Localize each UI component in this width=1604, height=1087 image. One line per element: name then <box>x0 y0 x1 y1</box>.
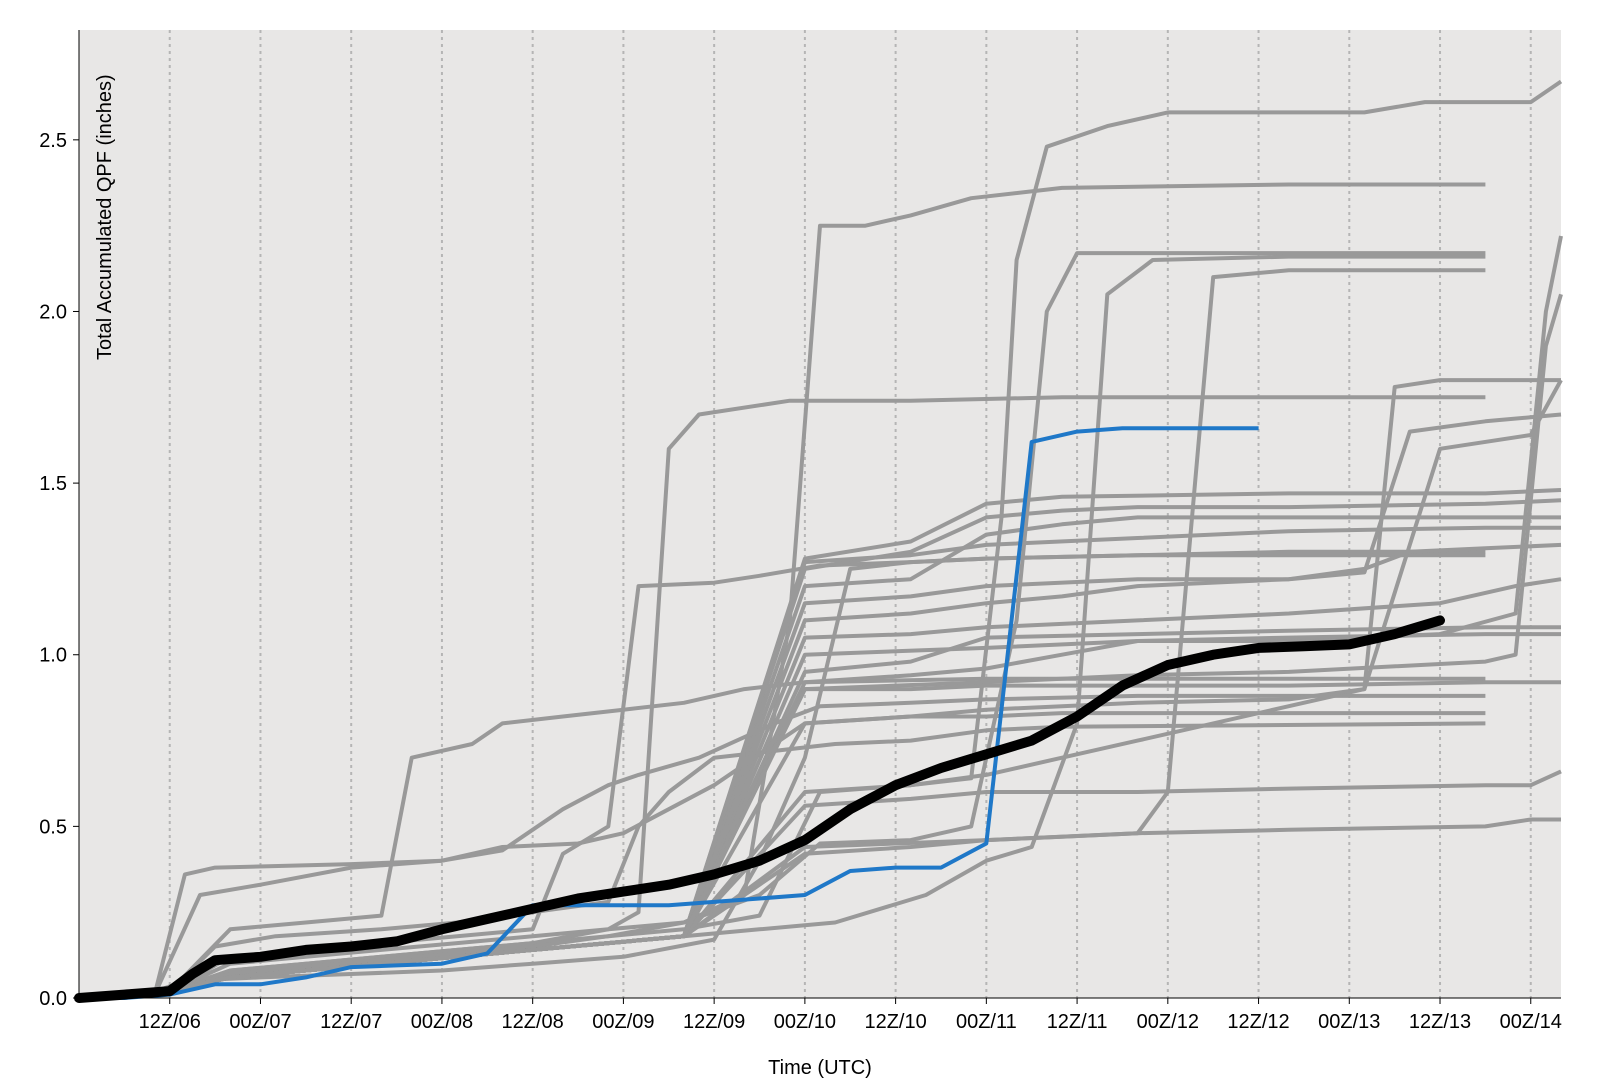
x-tick-label: 12Z/08 <box>502 1011 564 1033</box>
y-tick-label: 2.5 <box>39 130 67 152</box>
x-tick-label: 12Z/09 <box>683 1011 745 1033</box>
y-tick-label: 0.0 <box>39 988 67 1010</box>
x-tick-label: 12Z/06 <box>139 1011 201 1033</box>
x-tick-label: 12Z/12 <box>1227 1011 1289 1033</box>
y-axis-label: Total Accumulated QPF (inches) <box>94 74 116 360</box>
x-tick-label: 00Z/08 <box>411 1011 473 1033</box>
x-tick-label: 00Z/11 <box>956 1011 1017 1033</box>
x-tick-label: 12Z/13 <box>1409 1011 1471 1033</box>
x-axis-label: Time (UTC) <box>768 1057 872 1079</box>
ensemble-member-line <box>78 721 1486 1000</box>
x-tick-label: 00Z/13 <box>1318 1011 1380 1033</box>
ensemble-member-line <box>78 680 1561 1000</box>
member-series <box>78 79 1563 1000</box>
x-tick-label: 12Z/07 <box>320 1011 382 1033</box>
y-tick-label: 1.5 <box>39 473 67 495</box>
y-tick-label: 2.0 <box>39 301 67 323</box>
ensemble-member-line <box>78 693 1486 1000</box>
x-tick-label: 12Z/11 <box>1047 1011 1108 1033</box>
x-tick-label: 00Z/14 <box>1500 1011 1562 1033</box>
x-tick-label: 00Z/10 <box>774 1011 836 1033</box>
y-tick-label: 1.0 <box>39 645 67 667</box>
plot-background <box>79 30 1561 998</box>
y-ticks: 0.0 0.5 1.0 1.5 2.0 2.5 <box>39 130 79 1010</box>
highlight-series <box>79 426 1259 1000</box>
x-tick-label: 12Z/10 <box>864 1011 926 1033</box>
x-ticks: 12Z/06 00Z/07 12Z/07 00Z/08 12Z/08 00Z/09 12Z/… <box>139 998 1562 1033</box>
ensemble-member-line <box>78 711 1486 1000</box>
ensemble-mean-line <box>74 615 1445 1003</box>
mean-series <box>74 615 1445 1003</box>
y-tick-label: 0.5 <box>39 816 67 838</box>
x-tick-label: 00Z/09 <box>592 1011 654 1033</box>
x-tick-label: 00Z/07 <box>229 1011 291 1033</box>
ensemble-member-line <box>78 676 1486 1000</box>
highlight-line <box>79 426 1259 1000</box>
x-tick-label: 00Z/12 <box>1137 1011 1199 1033</box>
axes <box>78 30 1561 999</box>
